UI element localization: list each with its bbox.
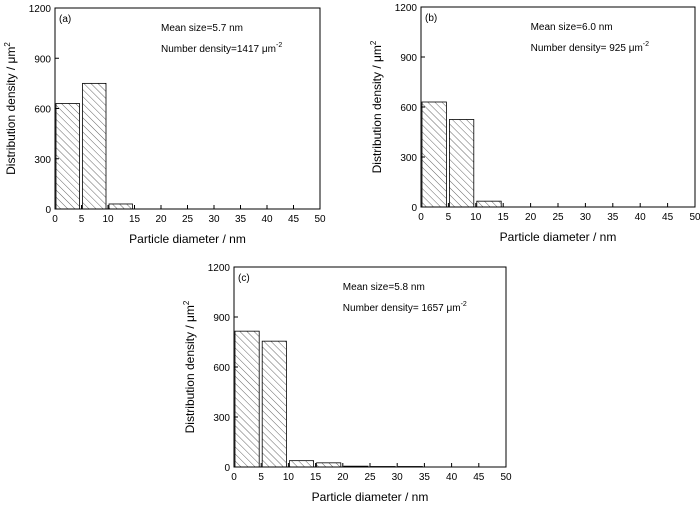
panel-c-y-axis-label: Distribution density / μm2 (182, 300, 197, 433)
panel-c-x-tick-label-25: 25 (364, 472, 376, 483)
panel-a-bar-5 (82, 82, 107, 210)
panel-b-number-density: Number density= 925 μm-2 (531, 41, 650, 54)
panel-b-x-tick-label-25: 25 (552, 212, 564, 223)
panel-b-x-axis-label: Particle diameter / nm (500, 230, 617, 244)
panel-c-x-tick-label-15: 15 (310, 472, 322, 483)
panel-a-number-density: Number density=1417 μm-2 (161, 42, 282, 55)
panel-a-number-density-exponent: -2 (276, 42, 282, 49)
panel-a-x-tick-label-30: 30 (208, 214, 220, 225)
panel-c-x-tick-label-45: 45 (473, 472, 485, 483)
panel-b-y-tick-label-1200: 1200 (395, 3, 418, 14)
panel-c-x-tick-label-0: 0 (231, 472, 237, 483)
panel-c-x-tick-label-40: 40 (446, 472, 458, 483)
panel-a-y-axis-label: Distribution density / μm2 (3, 42, 18, 175)
panel-c-y-tick-label-300: 300 (213, 413, 230, 424)
panel-b-y-tick-label-600: 600 (400, 103, 417, 114)
panel-a-x-tick-label-35: 35 (235, 214, 247, 225)
panel-b-number-density-exponent: -2 (643, 41, 649, 48)
panel-a-x-tick-label-15: 15 (129, 214, 141, 225)
panel-a-y-tick-label-900: 900 (34, 54, 51, 65)
panel-a-bar-10 (108, 203, 133, 210)
panel-c-y-axis-label-exponent: 2 (182, 300, 191, 305)
panel-c-y-tick-label-600: 600 (213, 363, 230, 374)
panel-b-x-tick-label-15: 15 (498, 212, 510, 223)
panel-a-bar-0 (55, 103, 80, 210)
panel-c-y-tick-label-1200: 1200 (208, 263, 231, 274)
panel-b-x-tick-label-45: 45 (662, 212, 674, 223)
panel-a-x-tick-label-10: 10 (102, 214, 114, 225)
panel-c-y-tick-label-900: 900 (213, 313, 230, 324)
panel-a-label: (a) (59, 14, 71, 25)
panel-b-bar-10 (476, 200, 502, 208)
panel-a: 0 5 10 15 20 25 30 35 40 45 50 0 300 600 900 1200 (a) Mea… (3, 4, 326, 246)
panel-b-y-axis-label: Distribution density / μm2 (369, 40, 384, 173)
panel-b-bar-5 (448, 119, 475, 208)
panel-a-x-tick-label-45: 45 (288, 214, 300, 225)
panel-c-bar-0 (234, 330, 260, 468)
panel-a-x-tick-label-50: 50 (314, 214, 326, 225)
panel-c-number-density-exponent: -2 (461, 301, 467, 308)
panel-c-x-tick-label-50: 50 (500, 472, 512, 483)
panel-a-x-tick-label-5: 5 (79, 214, 85, 225)
panel-a-x-tick-label-20: 20 (155, 214, 167, 225)
panel-b-x-tick-label-10: 10 (470, 212, 482, 223)
panel-c-bar-10 (288, 460, 314, 468)
panel-a-mean-size: Mean size=5.7 nm (161, 23, 243, 34)
panel-b-x-tick-label-40: 40 (635, 212, 647, 223)
panel-c-x-tick-label-35: 35 (419, 472, 431, 483)
panel-a-y-tick-label-300: 300 (34, 155, 51, 166)
panel-b: 0 5 10 15 20 25 30 35 40 45 50 0 300 600 900 1200 (b) Mea… (369, 3, 700, 244)
panel-b-y-tick-label-900: 900 (400, 53, 417, 64)
panel-c: 0 5 10 15 20 25 30 35 40 45 50 0 300 600 900 1200 (c) Mea… (182, 263, 512, 504)
panel-c-x-tick-label-30: 30 (392, 472, 404, 483)
panel-a-y-axis-label-exponent: 2 (3, 42, 12, 47)
panel-c-x-tick-label-10: 10 (283, 472, 295, 483)
panel-c-x-tick-label-20: 20 (337, 472, 349, 483)
panel-b-x-tick-label-0: 0 (418, 212, 424, 223)
panel-b-x-tick-label-20: 20 (525, 212, 537, 223)
panel-a-x-axis-label: Particle diameter / nm (129, 232, 246, 246)
panel-b-y-axis-label-exponent: 2 (369, 40, 378, 45)
panel-b-bar-0 (421, 101, 447, 208)
panel-a-x-tick-label-25: 25 (182, 214, 194, 225)
panel-b-x-tick-label-5: 5 (446, 212, 452, 223)
panel-a-y-tick-label-1200: 1200 (29, 4, 52, 15)
panel-c-x-axis-label: Particle diameter / nm (312, 490, 429, 504)
panel-a-x-tick-label-40: 40 (261, 214, 273, 225)
panel-b-x-tick-label-50: 50 (689, 212, 700, 223)
panel-b-y-tick-label-300: 300 (400, 153, 417, 164)
panel-c-bar-15 (316, 462, 342, 468)
panel-c-label: (c) (238, 273, 250, 284)
panel-c-mean-size: Mean size=5.8 nm (343, 282, 425, 293)
panel-a-y-tick-label-0: 0 (45, 205, 51, 216)
panel-c-number-density: Number density= 1657 μm-2 (343, 301, 467, 314)
panel-a-y-tick-label-600: 600 (34, 105, 51, 116)
panel-b-mean-size: Mean size=6.0 nm (531, 22, 613, 33)
panel-b-x-tick-label-35: 35 (607, 212, 619, 223)
panel-b-label: (b) (425, 13, 437, 24)
panel-b-y-tick-label-0: 0 (411, 203, 417, 214)
panel-b-x-tick-label-30: 30 (580, 212, 592, 223)
panel-c-bar-5 (261, 340, 287, 468)
panel-a-x-tick-label-0: 0 (52, 214, 58, 225)
panel-c-x-tick-label-5: 5 (258, 472, 264, 483)
panel-c-y-tick-label-0: 0 (224, 463, 230, 474)
